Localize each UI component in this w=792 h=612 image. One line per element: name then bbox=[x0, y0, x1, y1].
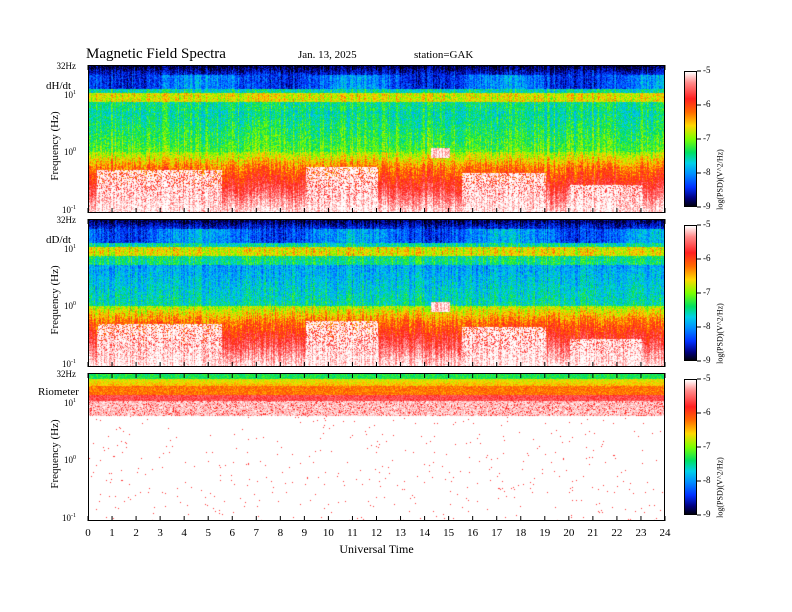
x-tick-label: 6 bbox=[229, 527, 236, 539]
ytick-01-dddt: 10-1 bbox=[62, 359, 76, 369]
x-tick-label: 13 bbox=[395, 527, 407, 539]
colorbar-dhdt bbox=[684, 71, 697, 207]
colorbar-tick-label: -8 bbox=[703, 321, 711, 331]
panel-label-dhdt: dH/dt bbox=[46, 80, 72, 92]
chart-title: Magnetic Field Spectra bbox=[86, 46, 226, 62]
spectrogram-dddt-canvas bbox=[89, 220, 664, 366]
spectrogram-riometer-canvas bbox=[89, 374, 664, 520]
x-tick-label: 8 bbox=[277, 527, 284, 539]
date-label: Jan. 13, 2025 bbox=[298, 49, 357, 61]
panel-label-dddt: dD/dt bbox=[46, 234, 72, 246]
ytick-10-dhdt: 101 bbox=[64, 90, 76, 100]
x-tick-label: 5 bbox=[205, 527, 211, 539]
colorbar-tick-label: -6 bbox=[703, 99, 711, 109]
x-tick-label: 10 bbox=[322, 527, 334, 539]
colorbar-tick-label: -7 bbox=[703, 441, 711, 451]
x-tick-label: 22 bbox=[611, 527, 623, 539]
colorbar-riometer bbox=[684, 379, 697, 515]
station-label: station=GAK bbox=[414, 49, 474, 61]
colorbar-tick-label: -6 bbox=[703, 253, 711, 263]
x-tick-label: 3 bbox=[157, 527, 163, 539]
colorbar-tick-label: -8 bbox=[703, 475, 711, 485]
spectrogram-dhdt-canvas bbox=[89, 66, 664, 212]
ytick-10-riometer: 101 bbox=[64, 398, 76, 408]
x-tick-label: 21 bbox=[587, 527, 599, 539]
x-tick-label: 18 bbox=[515, 527, 527, 539]
colorbar-tick-label: -9 bbox=[703, 355, 711, 365]
ytick-1-riometer: 100 bbox=[64, 455, 76, 465]
colorbar-tick-label: -5 bbox=[703, 373, 711, 383]
colorbar-tick-label: -9 bbox=[703, 509, 711, 519]
ytick-top-dddt: 32Hz bbox=[56, 215, 77, 225]
x-tick-label: 17 bbox=[491, 527, 503, 539]
x-tick-label: 20 bbox=[563, 527, 575, 539]
colorbar-tick-label: -5 bbox=[703, 219, 711, 229]
spectrogram-riometer bbox=[88, 373, 665, 521]
colorbar-tick-label: -8 bbox=[703, 167, 711, 177]
x-tick-label: 12 bbox=[371, 527, 382, 539]
colorbar-tick-label: -7 bbox=[703, 287, 711, 297]
colorbar-tick-label: -6 bbox=[703, 407, 711, 417]
x-tick-label: 11 bbox=[347, 527, 358, 539]
ytick-1-dhdt: 100 bbox=[64, 147, 76, 157]
x-tick-label: 9 bbox=[301, 527, 308, 539]
x-tick-label: 7 bbox=[253, 527, 260, 539]
x-tick-label: 16 bbox=[467, 527, 479, 539]
x-tick-label: 2 bbox=[133, 527, 139, 539]
ytick-10-dddt: 101 bbox=[64, 244, 76, 254]
x-tick-label: 15 bbox=[443, 527, 455, 539]
x-tick-label: 0 bbox=[85, 527, 91, 539]
x-axis-label: Universal Time bbox=[339, 542, 414, 556]
ytick-top-riometer: 32Hz bbox=[56, 369, 77, 379]
colorbar-tick-label: -7 bbox=[703, 133, 711, 143]
x-tick-label: 4 bbox=[181, 527, 187, 539]
x-tick-label: 24 bbox=[659, 527, 671, 539]
x-tick-label: 23 bbox=[635, 527, 647, 539]
colorbar-tick-label: -9 bbox=[703, 201, 711, 211]
colorbar-dddt bbox=[684, 225, 697, 361]
ytick-top-dhdt: 32Hz bbox=[56, 61, 77, 71]
x-tick-label: 14 bbox=[419, 527, 431, 539]
x-tick-label: 19 bbox=[539, 527, 551, 539]
colorbar-tick-label: -5 bbox=[703, 65, 711, 75]
ytick-01-dhdt: 10-1 bbox=[62, 205, 76, 215]
ytick-1-dddt: 100 bbox=[64, 301, 76, 311]
x-tick-label: 1 bbox=[109, 527, 115, 539]
panel-label-riometer: Riometer bbox=[38, 386, 79, 398]
ytick-01-riometer: 10-1 bbox=[62, 513, 76, 523]
